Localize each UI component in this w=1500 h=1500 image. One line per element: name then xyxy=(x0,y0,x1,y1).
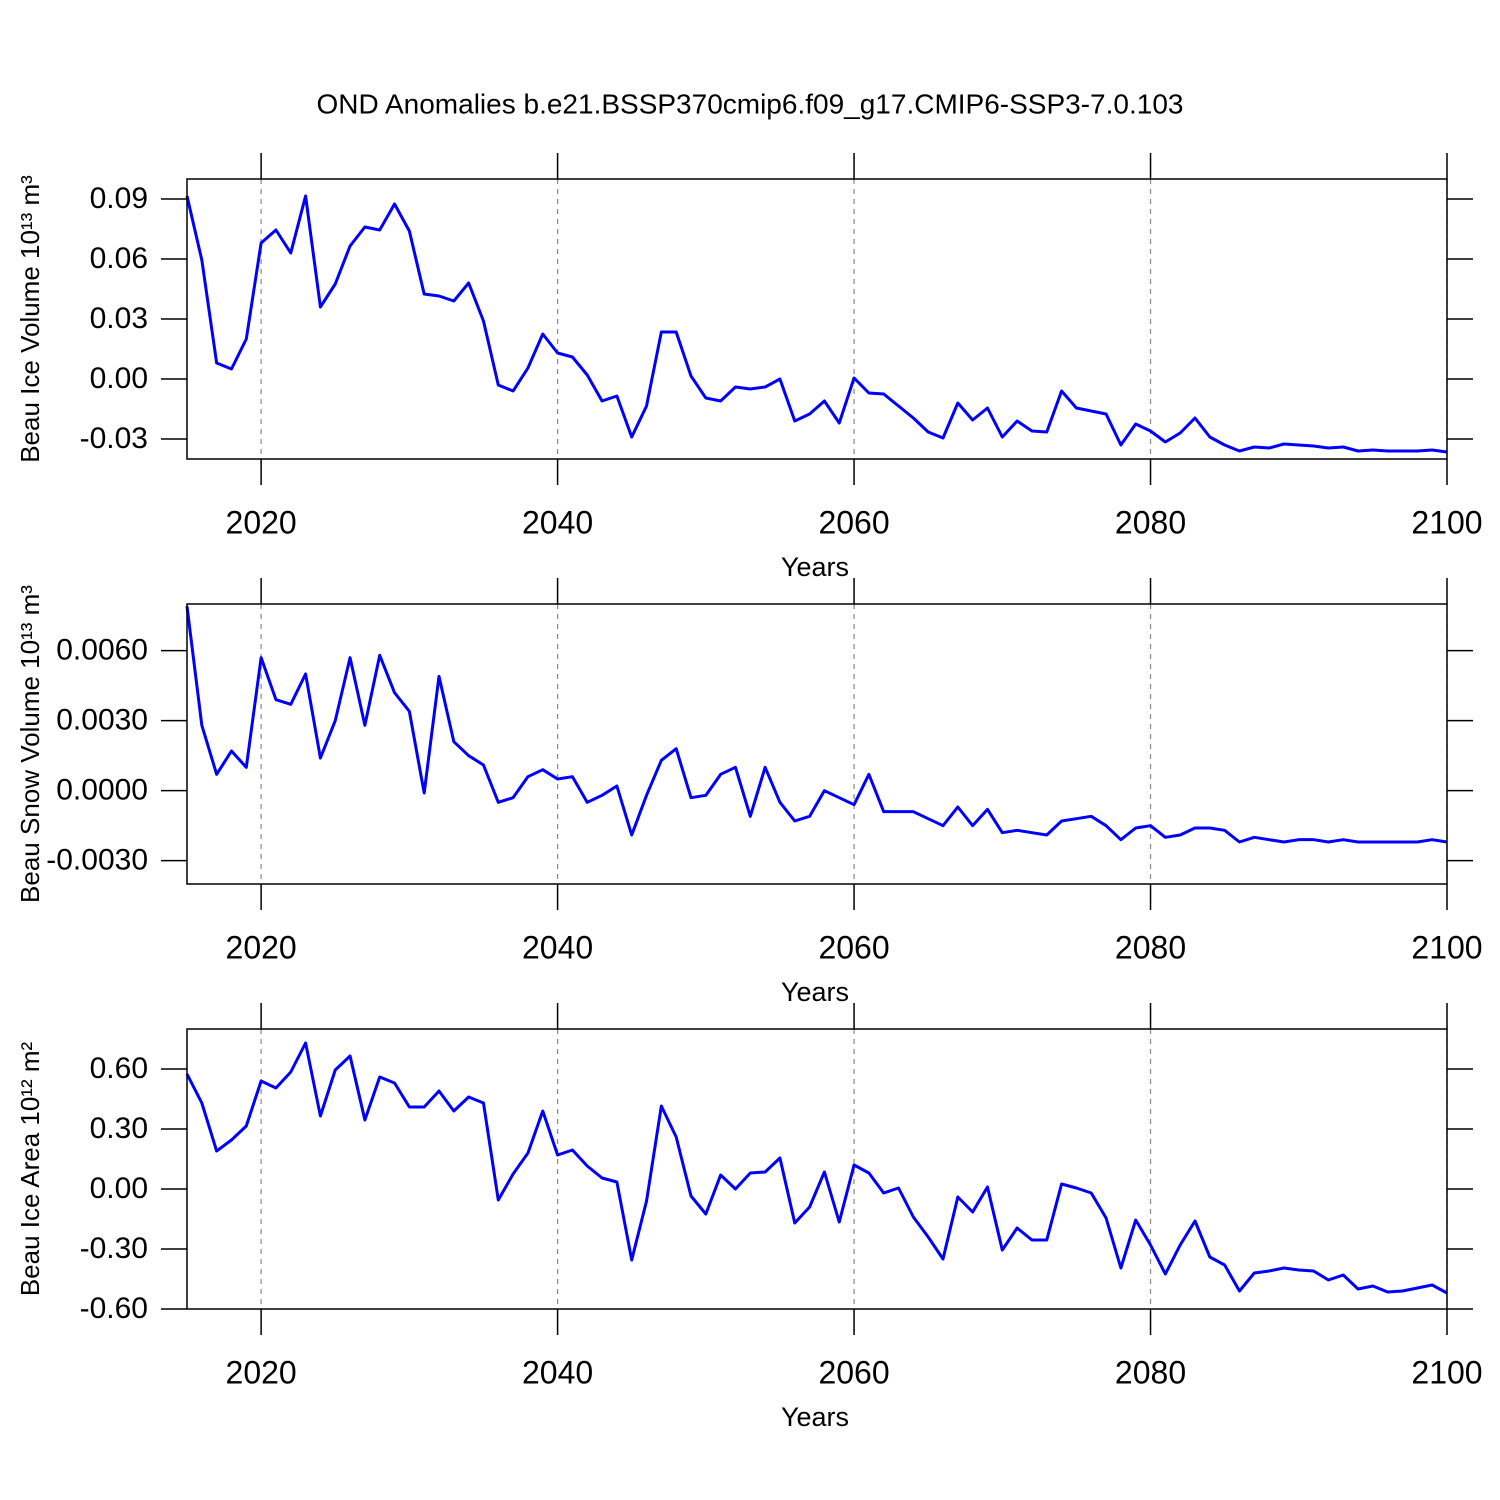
x-tick-label: 2040 xyxy=(522,504,593,540)
x-tick-label: 2100 xyxy=(1411,1354,1482,1390)
y-tick-label: -0.0030 xyxy=(46,844,148,877)
y-tick-label: 0.06 xyxy=(90,242,148,275)
panel: 2020 2040 2060 2080 2100 -0.60 -0.30 0.00 0.30 0.… xyxy=(15,1003,1483,1432)
y-tick-label: 0.0000 xyxy=(56,774,148,807)
x-tick-label: 2020 xyxy=(226,504,297,540)
plot-frame xyxy=(186,1028,1448,1310)
panel: 2020 2040 2060 2080 2100 -0.03 0.00 0.03 0.06 0.0… xyxy=(15,153,1483,582)
x-tick-label: 2020 xyxy=(226,1354,297,1390)
data-line xyxy=(185,606,1448,844)
chart-title: OND Anomalies b.e21.BSSP370cmip6.f09_g17… xyxy=(317,88,1184,119)
x-tick-label: 2060 xyxy=(818,929,889,965)
y-tick-label: 0.00 xyxy=(90,1172,148,1205)
x-tick-label: 2040 xyxy=(522,1354,593,1390)
x-tick-label: 2040 xyxy=(522,929,593,965)
x-tick-label: 2080 xyxy=(1115,929,1186,965)
y-axis-label-group: Beau Ice Volume 10¹³ m³ xyxy=(15,175,45,463)
x-axis-label: Years xyxy=(781,1402,849,1432)
y-tick-label: -0.03 xyxy=(80,422,148,455)
data-line xyxy=(185,194,1448,454)
y-axis-label: Beau Ice Volume 10¹³ m³ xyxy=(15,175,45,463)
y-tick-label: 0.0030 xyxy=(56,704,148,737)
y-tick-label: 0.00 xyxy=(90,362,148,395)
y-tick-label: 0.30 xyxy=(90,1112,148,1145)
x-axis-label: Years xyxy=(781,552,849,582)
plot-frame xyxy=(186,603,1448,885)
x-tick-label: 2080 xyxy=(1115,1354,1186,1390)
data-line xyxy=(185,1041,1448,1295)
y-axis-label-group: Beau Ice Area 10¹² m² xyxy=(15,1041,45,1296)
y-tick-label: -0.30 xyxy=(80,1232,148,1265)
x-tick-label: 2020 xyxy=(226,929,297,965)
x-axis-label: Years xyxy=(781,977,849,1007)
x-tick-label: 2080 xyxy=(1115,504,1186,540)
y-axis-label: Beau Ice Area 10¹² m² xyxy=(15,1041,45,1296)
y-axis-label-group: Beau Snow Volume 10¹³ m³ xyxy=(15,585,45,903)
y-tick-label: 0.0060 xyxy=(56,634,148,667)
plot-frame xyxy=(186,178,1448,460)
y-axis-label: Beau Snow Volume 10¹³ m³ xyxy=(15,585,45,903)
y-tick-label: 0.60 xyxy=(90,1052,148,1085)
y-tick-label: 0.09 xyxy=(90,182,148,215)
y-tick-label: -0.60 xyxy=(80,1292,148,1325)
x-tick-label: 2060 xyxy=(818,1354,889,1390)
y-tick-label: 0.03 xyxy=(90,302,148,335)
panel: 2020 2040 2060 2080 2100 -0.0030 0.0000 0.0030 0… xyxy=(15,578,1483,1007)
x-tick-label: 2060 xyxy=(818,504,889,540)
x-tick-label: 2100 xyxy=(1411,929,1482,965)
x-tick-label: 2100 xyxy=(1411,504,1482,540)
